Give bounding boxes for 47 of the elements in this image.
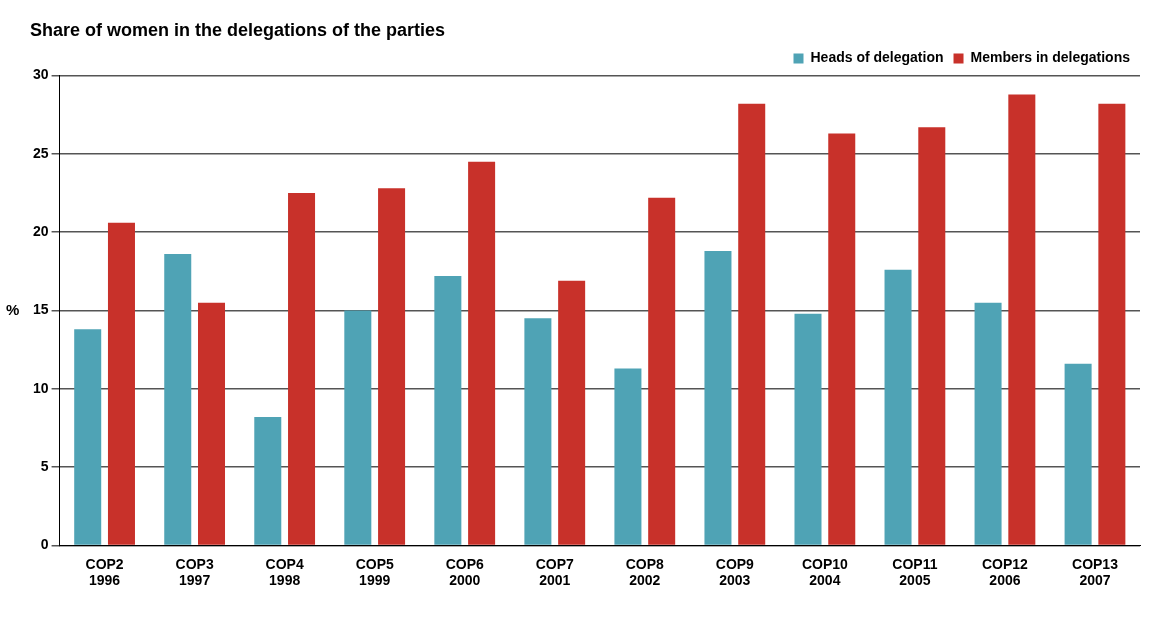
y-tick-label: 25 <box>32 144 49 161</box>
y-tick-label: 0 <box>40 536 49 553</box>
bar <box>254 416 282 545</box>
x-tick-label: COP5 1999 <box>355 555 394 589</box>
x-tick-label: COP2 1996 <box>85 555 124 589</box>
bar <box>704 250 732 545</box>
bar <box>974 302 1002 545</box>
bar <box>434 276 462 545</box>
bar <box>558 280 586 545</box>
bar <box>378 188 406 545</box>
bar <box>107 222 135 545</box>
bar <box>648 197 676 545</box>
bar <box>884 269 912 545</box>
x-tick-label: COP7 2001 <box>535 555 575 589</box>
bar <box>164 254 192 545</box>
bar <box>468 161 496 545</box>
y-tick-label: 20 <box>32 223 49 240</box>
x-tick-label: COP9 2003 <box>715 555 755 589</box>
bar <box>614 368 642 545</box>
x-tick-label: COP8 2002 <box>625 555 665 589</box>
legend-label: Heads of delegation <box>810 49 944 66</box>
y-tick-label: 10 <box>32 379 49 396</box>
y-axis-title: % <box>6 300 20 318</box>
x-tick-label: COP11 2005 <box>892 555 938 589</box>
y-tick-label: 5 <box>40 457 49 474</box>
y-tick-label: 30 <box>32 66 49 83</box>
bar <box>1008 94 1036 545</box>
x-tick-label: COP4 1998 <box>265 555 304 589</box>
x-tick-label: COP10 2004 <box>801 555 849 589</box>
bar <box>524 318 552 545</box>
y-tick-label: 15 <box>32 301 49 318</box>
chart-title: Share of women in the delegations of the parties <box>30 19 446 40</box>
x-tick-label: COP6 2000 <box>445 555 485 589</box>
bar <box>198 302 226 545</box>
bar <box>1098 103 1126 545</box>
bar <box>1064 363 1092 545</box>
bar <box>74 329 102 545</box>
x-tick-label: COP12 2006 <box>981 555 1029 589</box>
bar <box>344 310 372 545</box>
x-tick-label: COP3 1997 <box>175 555 214 589</box>
bar <box>918 127 946 545</box>
legend-label: Members in delegations <box>970 49 1131 66</box>
bar <box>288 193 316 545</box>
bar <box>828 133 856 545</box>
bar <box>794 313 822 545</box>
x-tick-label: COP13 2007 <box>1072 555 1119 589</box>
bar <box>738 103 766 545</box>
